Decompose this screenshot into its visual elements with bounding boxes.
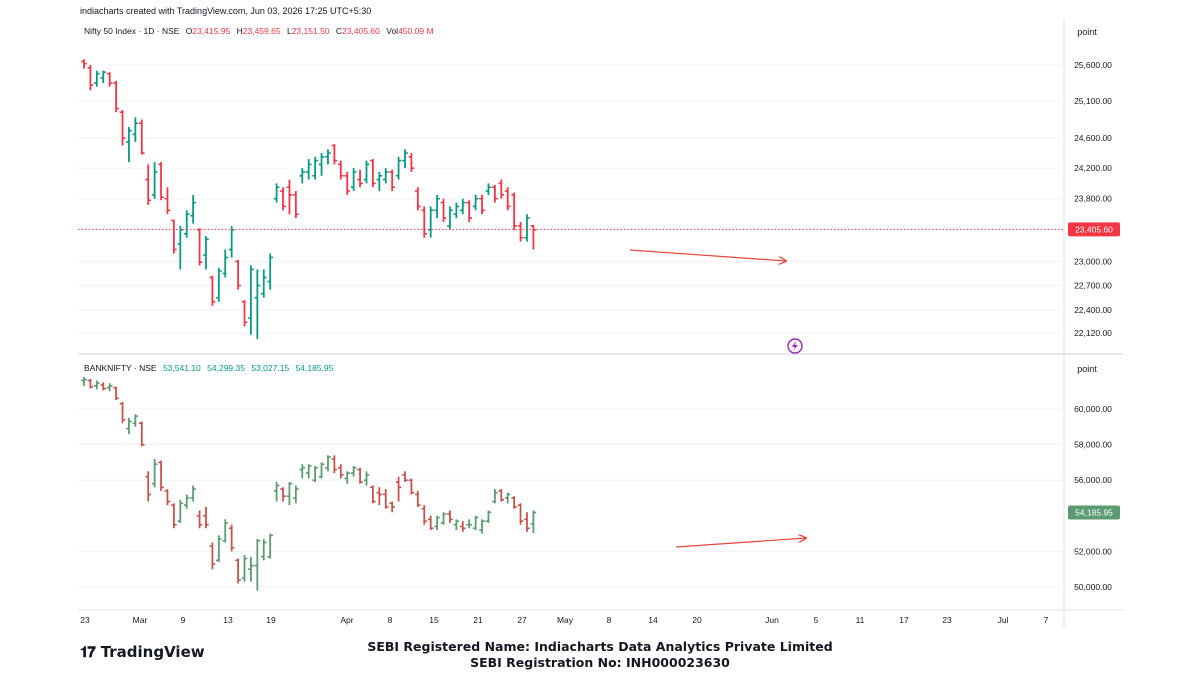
banknifty-tick-label: 60,000.00	[1074, 404, 1112, 414]
nifty-tick-label: 22,700.00	[1074, 281, 1112, 291]
nifty-volume-label: Vol	[386, 26, 399, 36]
nifty-last-price-text: 23,405.60	[1075, 224, 1113, 234]
nifty-last-price-badge	[1068, 222, 1120, 237]
banknifty-last-price-badge	[1068, 505, 1120, 520]
banknifty-low: 53,027.15	[251, 363, 290, 373]
nifty-tick-label: 25,600.00	[1074, 60, 1112, 70]
x-tick-label: Jun	[765, 615, 779, 625]
x-tick-label: 8	[388, 615, 393, 625]
nifty-close-label: C	[335, 26, 343, 36]
x-tick-label: 13	[223, 615, 233, 625]
nifty-low: 23,151.50	[291, 26, 330, 36]
x-tick-label: 23	[80, 615, 90, 625]
nifty-symbol: Nifty 50 Index · 1D · NSE	[84, 26, 180, 36]
x-tick-label: 19	[266, 615, 276, 625]
tradingview-logo: 𝟏𝟕 TradingView	[80, 643, 205, 661]
banknifty-unit-label: point	[1077, 364, 1097, 374]
x-tick-label: 20	[692, 615, 702, 625]
banknifty-legend[interactable]: BANKNIFTY · NSE 53,541.10 54,299.35 53,0…	[84, 363, 333, 373]
x-tick-label: 11	[856, 615, 865, 625]
x-tick-label: 5	[814, 615, 819, 625]
banknifty-tick-label: 50,000.00	[1074, 582, 1112, 592]
nifty-bars	[81, 59, 537, 339]
nifty-tick-label: 23,800.00	[1074, 194, 1112, 204]
nifty-annotation-arrow[interactable]	[629, 249, 786, 261]
banknifty-tick-label: 56,000.00	[1074, 475, 1112, 485]
lightning-icon[interactable]	[787, 338, 803, 354]
nifty-high-label: H	[236, 26, 243, 36]
sebi-reg-line: SEBI Registration No: INH000023630	[470, 655, 730, 670]
nifty-open-label: O	[185, 26, 193, 36]
banknifty-close: 54,185.95	[295, 363, 334, 373]
x-tick-label: 23	[942, 615, 952, 625]
banknifty-tick-label: 52,000.00	[1074, 546, 1112, 556]
nifty-tick-label: 23,000.00	[1074, 256, 1112, 266]
nifty-open: 23,415.95	[192, 26, 231, 36]
x-tick-label: Mar	[133, 615, 148, 625]
creation-caption: indiacharts created with TradingView.com…	[80, 6, 372, 16]
x-tick-label: 7	[1044, 615, 1049, 625]
nifty-unit-label: point	[1077, 27, 1097, 37]
nifty-tick-label: 22,120.00	[1074, 328, 1112, 338]
x-tick-label: 21	[473, 615, 483, 625]
x-tick-label: 9	[181, 615, 186, 625]
nifty-close: 23,405.60	[342, 26, 380, 36]
x-tick-label: Apr	[340, 615, 353, 625]
sebi-name-line: SEBI Registered Name: Indiacharts Data A…	[367, 639, 833, 654]
banknifty-open: 53,541.10	[162, 363, 201, 373]
x-tick-label: 17	[899, 615, 909, 625]
nifty-tick-label: 24,200.00	[1074, 163, 1112, 173]
nifty-tick-label: 25,100.00	[1074, 96, 1112, 106]
tradingview-logo-text: TradingView	[100, 643, 205, 661]
banknifty-last-price-text: 54,185.95	[1075, 507, 1113, 517]
banknifty-high: 54,299.35	[207, 363, 245, 373]
x-tick-label: Jul	[998, 615, 1009, 625]
x-tick-label: 8	[607, 615, 612, 625]
banknifty-annotation-arrow[interactable]	[675, 538, 806, 548]
banknifty-bars	[81, 376, 537, 591]
x-tick-label: 15	[429, 615, 439, 625]
nifty-tick-label: 22,400.00	[1074, 305, 1112, 315]
x-tick-label: 14	[648, 615, 658, 625]
nifty-legend[interactable]: Nifty 50 Index · 1D · NSE O23,415.95 H23…	[84, 26, 434, 36]
nifty-tick-label: 24,600.00	[1074, 133, 1112, 143]
tradingview-logo-mark-icon: 𝟏𝟕	[80, 643, 96, 661]
x-tick-label: 27	[517, 615, 527, 625]
banknifty-symbol: BANKNIFTY · NSE	[84, 363, 157, 373]
nifty-high: 23,459.65	[242, 26, 281, 36]
x-tick-label: May	[557, 615, 574, 625]
nifty-volume: 450.09 M	[398, 26, 434, 36]
banknifty-tick-label: 58,000.00	[1074, 440, 1112, 450]
nifty-low-label: L	[286, 26, 292, 36]
